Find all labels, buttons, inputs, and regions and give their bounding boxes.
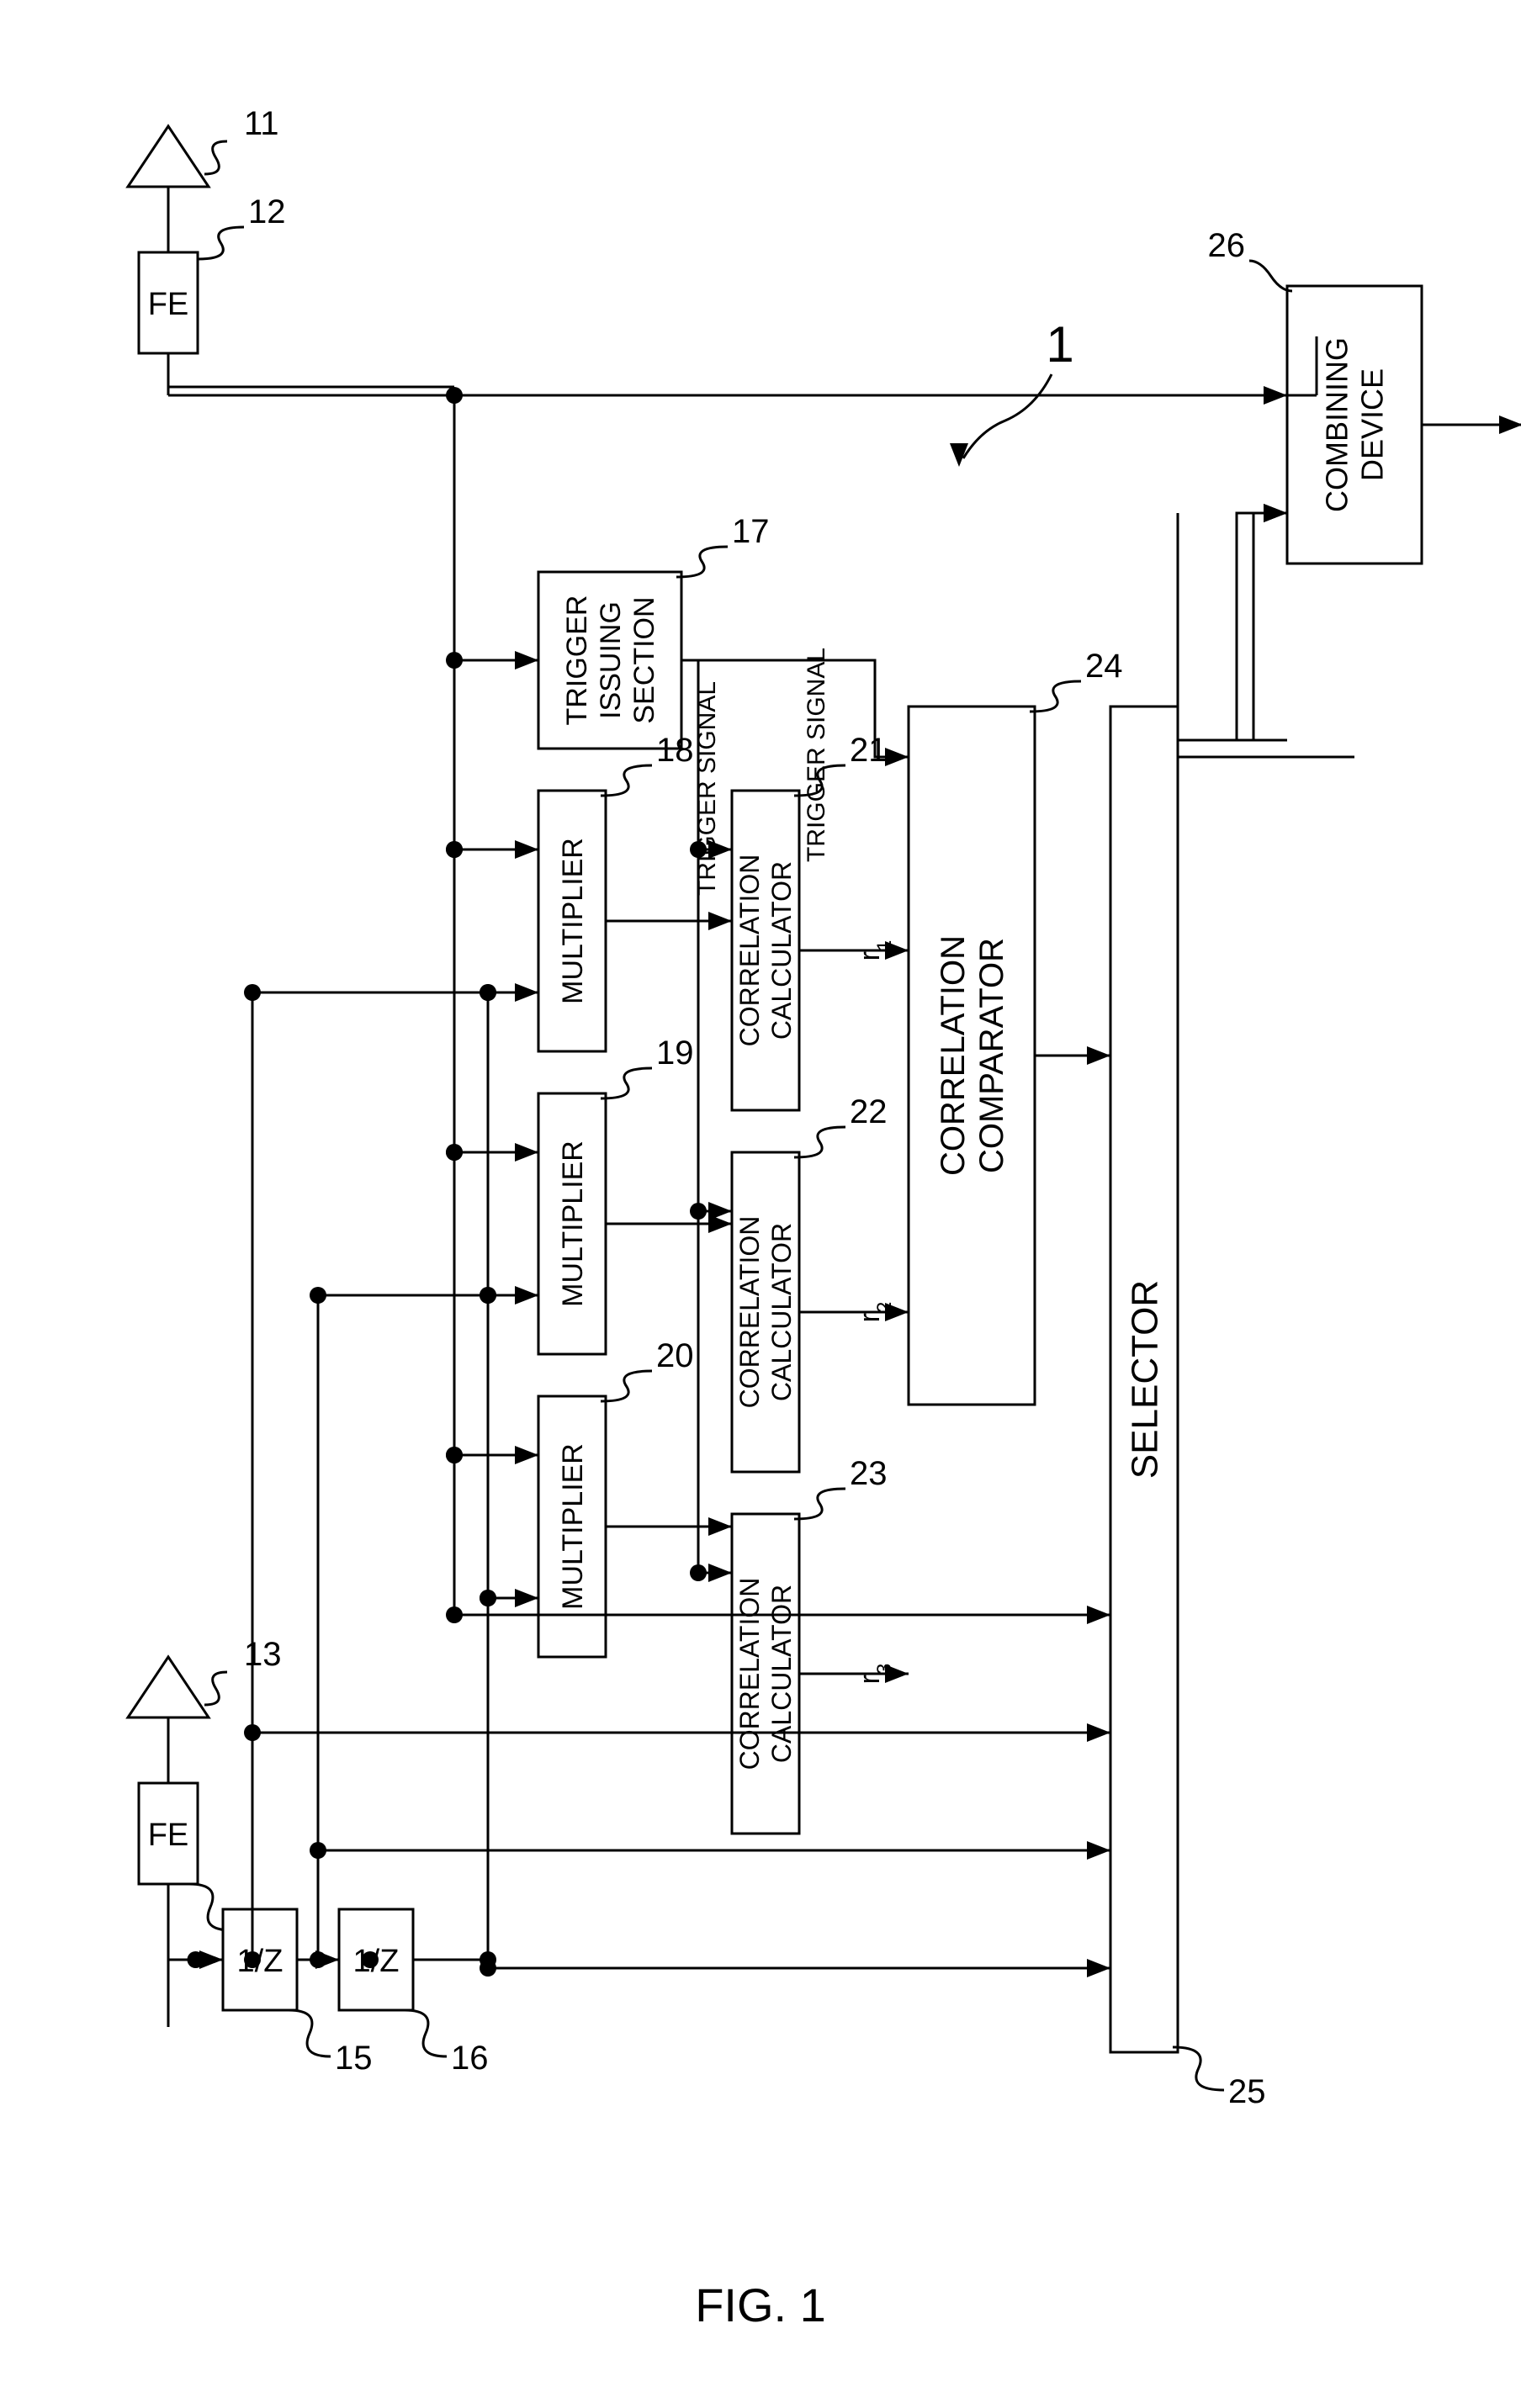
svg-text:24: 24 <box>1085 648 1123 685</box>
svg-text:CORRELATION: CORRELATION <box>734 1216 765 1409</box>
svg-text:TRIGGER SIGNAL: TRIGGER SIGNAL <box>693 681 721 896</box>
svg-text:SECTION: SECTION <box>628 596 660 723</box>
svg-text:15: 15 <box>335 2040 373 2077</box>
correlation-comparator <box>909 707 1035 1405</box>
svg-text:FIG. 1: FIG. 1 <box>695 2278 826 2331</box>
svg-text:CALCULATOR: CALCULATOR <box>766 1223 797 1401</box>
svg-text:18: 18 <box>656 732 694 769</box>
svg-text:CALCULATOR: CALCULATOR <box>766 1585 797 1763</box>
svg-text:12: 12 <box>248 193 286 230</box>
svg-text:COMPARATOR: COMPARATOR <box>973 938 1010 1173</box>
svg-text:22: 22 <box>850 1093 888 1130</box>
svg-text:CORRELATION: CORRELATION <box>935 935 972 1176</box>
svg-text:FE: FE <box>148 1818 189 1853</box>
svg-text:FE: FE <box>148 287 189 322</box>
svg-text:16: 16 <box>451 2040 489 2077</box>
svg-text:1: 1 <box>1046 316 1073 373</box>
svg-text:MULTIPLIER: MULTIPLIER <box>557 1140 589 1307</box>
svg-text:26: 26 <box>1208 227 1246 264</box>
svg-text:ISSUING: ISSUING <box>595 601 627 719</box>
svg-text:TRIGGER SIGNAL: TRIGGER SIGNAL <box>803 648 830 862</box>
svg-text:MULTIPLIER: MULTIPLIER <box>557 838 589 1004</box>
svg-text:MULTIPLIER: MULTIPLIER <box>557 1443 589 1610</box>
svg-text:20: 20 <box>656 1337 694 1374</box>
svg-text:21: 21 <box>850 732 888 769</box>
svg-text:19: 19 <box>656 1035 694 1072</box>
svg-text:CORRELATION: CORRELATION <box>734 1578 765 1770</box>
svg-text:13: 13 <box>244 1636 282 1673</box>
svg-text:CALCULATOR: CALCULATOR <box>766 861 797 1040</box>
svg-text:COMBINING: COMBINING <box>1320 337 1354 512</box>
svg-text:SELECTOR: SELECTOR <box>1124 1280 1165 1479</box>
svg-text:CORRELATION: CORRELATION <box>734 855 765 1047</box>
svg-text:23: 23 <box>850 1455 888 1492</box>
svg-text:11: 11 <box>244 105 279 142</box>
svg-text:17: 17 <box>732 513 770 550</box>
svg-text:25: 25 <box>1228 2073 1266 2110</box>
svg-text:DEVICE: DEVICE <box>1355 368 1390 481</box>
svg-text:TRIGGER: TRIGGER <box>561 595 593 726</box>
